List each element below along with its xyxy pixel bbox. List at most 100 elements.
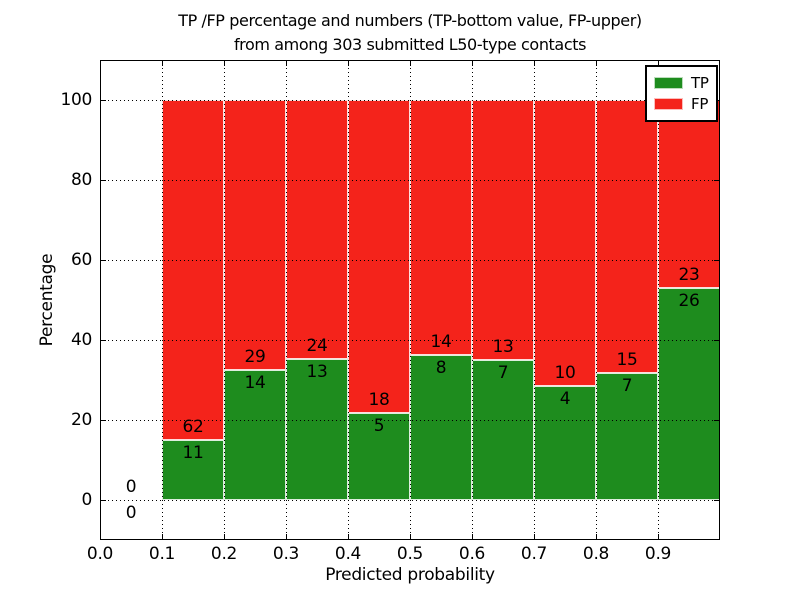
y-tickmark-right <box>714 260 720 261</box>
x-tick-label: 0.6 <box>458 544 486 564</box>
x-tickmark-top <box>658 60 659 66</box>
bar-count-tp: 14 <box>244 372 266 393</box>
x-tickmark-bottom <box>162 534 163 540</box>
bar-count-tp: 26 <box>678 290 700 311</box>
x-tickmark-bottom <box>596 534 597 540</box>
x-axis-label: Predicted probability <box>325 565 495 585</box>
gridline-vertical <box>472 60 473 540</box>
bar-segment-tp <box>472 360 534 500</box>
chart-title: TP /FP percentage and numbers (TP-bottom… <box>80 9 740 57</box>
x-tickmark-top <box>286 60 287 66</box>
gridline-horizontal <box>100 100 720 101</box>
bar-segment-fp <box>162 100 224 440</box>
bar-segment-fp <box>286 100 348 360</box>
x-tickmark-top <box>162 60 163 66</box>
x-tickmark-bottom <box>472 534 473 540</box>
x-tick-label: 0.7 <box>520 544 548 564</box>
x-tick-label: 0.2 <box>210 544 238 564</box>
y-tick-label: 0 <box>81 490 92 510</box>
y-tick-label: 80 <box>70 170 92 190</box>
bar-count-tp: 5 <box>373 416 385 437</box>
legend-label-fp: FP <box>691 95 709 113</box>
y-tick-label: 40 <box>70 330 92 350</box>
gridline-horizontal <box>100 420 720 421</box>
bar-count-fp: 23 <box>678 264 700 285</box>
bar-count-fp: 0 <box>125 477 137 497</box>
bar-segment-fp <box>410 100 472 355</box>
gridline-vertical <box>286 60 287 540</box>
x-tickmark-bottom <box>224 534 225 540</box>
x-tickmark-bottom <box>100 534 101 540</box>
legend-entry: TP <box>654 74 709 92</box>
x-tickmark-top <box>224 60 225 66</box>
bar-count-tp: 11 <box>182 442 204 463</box>
bar-count-fp: 24 <box>306 336 328 357</box>
bar-segment-tp <box>596 372 658 500</box>
bar-segment-tp <box>348 413 410 500</box>
bar-count-fp: 14 <box>430 331 452 352</box>
y-tickmark-left <box>100 180 106 181</box>
plot-area: 0 0 62 11 29 14 24 13 18 5 14 8 13 7 10 4 15 7 23 26 <box>100 60 720 540</box>
x-tick-label: 0.3 <box>272 544 300 564</box>
bar-count-tp: 13 <box>306 362 328 383</box>
bar-count-fp: 29 <box>244 346 266 367</box>
y-tickmark-left <box>100 420 106 421</box>
gridline-vertical <box>162 60 163 540</box>
bar-segment-fp <box>596 100 658 373</box>
x-tick-label: 0.9 <box>644 544 672 564</box>
x-tickmark-top <box>534 60 535 66</box>
y-tickmark-left <box>100 500 106 501</box>
gridline-horizontal <box>100 500 720 501</box>
y-tickmark-right <box>714 420 720 421</box>
gridline-vertical <box>224 60 225 540</box>
bar-count-fp: 15 <box>616 349 638 370</box>
bar-segment-fp <box>348 100 410 414</box>
y-tick-label: 100 <box>60 90 92 110</box>
bar-segment-tp <box>224 369 286 500</box>
x-tick-label: 0.5 <box>396 544 424 564</box>
bar-count-tp: 7 <box>621 375 633 396</box>
x-tickmark-bottom <box>534 534 535 540</box>
y-tickmark-right <box>714 340 720 341</box>
bar-count-tp: 8 <box>435 357 447 378</box>
bar-segment-tp <box>162 439 224 500</box>
legend-label-tp: TP <box>691 74 709 92</box>
bar-count-fp: 62 <box>182 416 204 437</box>
y-tickmark-left <box>100 340 106 341</box>
gridline-horizontal <box>100 180 720 181</box>
legend: TP FP <box>645 65 718 122</box>
bar-segment-fp <box>472 100 534 360</box>
bar-count-fp: 18 <box>368 390 390 411</box>
y-tickmark-left <box>100 100 106 101</box>
gridline-horizontal <box>100 260 720 261</box>
x-tickmark-top <box>596 60 597 66</box>
x-tickmark-bottom <box>410 534 411 540</box>
bar-count-fp: 13 <box>492 337 514 357</box>
y-tick-label: 60 <box>70 250 92 270</box>
bar-segment-fp <box>224 100 286 370</box>
chart-title-line2: from among 303 submitted L50-type contac… <box>233 35 587 54</box>
y-tick-label: 20 <box>70 410 92 430</box>
x-tickmark-bottom <box>348 534 349 540</box>
x-tick-label: 0.0 <box>86 544 114 564</box>
gridline-vertical <box>658 60 659 540</box>
bar-count-tp: 7 <box>497 363 509 383</box>
legend-swatch-fp <box>654 98 683 110</box>
x-tickmark-bottom <box>286 534 287 540</box>
gridline-vertical <box>534 60 535 540</box>
legend-entry: FP <box>654 95 709 113</box>
gridline-vertical <box>596 60 597 540</box>
bar-segment-fp <box>534 100 596 386</box>
legend-swatch-tp <box>654 77 683 89</box>
gridline-vertical <box>410 60 411 540</box>
x-tickmark-top <box>472 60 473 66</box>
bar-segment-tp <box>658 287 720 500</box>
bar-count-tp: 4 <box>559 388 571 409</box>
x-tickmark-top <box>410 60 411 66</box>
x-tick-label: 0.8 <box>582 544 610 564</box>
gridline-vertical <box>348 60 349 540</box>
y-tickmark-right <box>714 180 720 181</box>
y-tickmark-left <box>100 260 106 261</box>
y-tickmark-right <box>714 500 720 501</box>
